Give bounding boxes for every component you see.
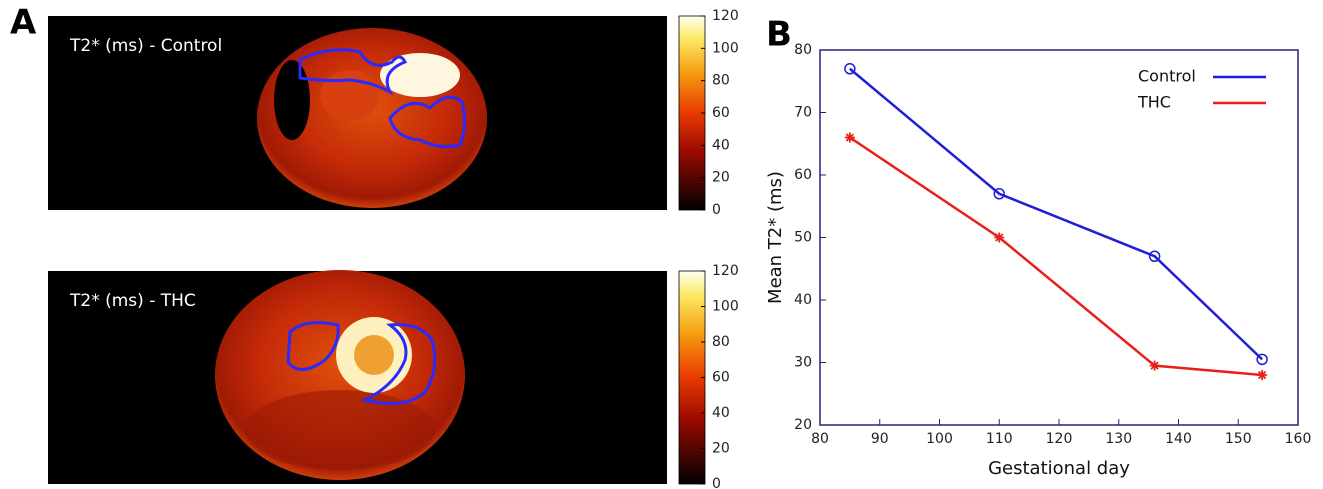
point (844, 132, 855, 143)
x-tick-label: 120 (1046, 431, 1073, 447)
y-tick-label: 30 (794, 355, 812, 371)
mri-image (48, 16, 667, 210)
y-tick-label: 50 (794, 230, 812, 246)
x-tick-label: 90 (871, 431, 889, 447)
series-line (849, 136, 1263, 377)
legend-label: THC (1137, 93, 1171, 112)
image-title: T2* (ms) - THC (69, 291, 196, 311)
colorbar-tick-label: 100 (712, 40, 739, 56)
y-tick-label: 20 (794, 417, 812, 433)
colorbar (678, 270, 706, 485)
point (994, 232, 1005, 243)
series-line (849, 67, 1264, 361)
colorbar-tick-label: 20 (712, 441, 730, 457)
colorbar-tick-label: 60 (712, 370, 730, 386)
x-tick-label: 160 (1285, 431, 1312, 447)
colorbar-tick-label: 0 (712, 476, 721, 489)
y-tick-label: 60 (794, 167, 812, 183)
y-tick-label: 70 (794, 105, 812, 121)
colorbar-tick-label: 80 (712, 334, 730, 350)
x-tick-label: 130 (1105, 431, 1132, 447)
point (1149, 360, 1160, 371)
point (1256, 353, 1268, 366)
mri-image (48, 270, 667, 484)
x-tick-label: 110 (986, 431, 1013, 447)
x-tick-label: 140 (1165, 431, 1192, 447)
colorbar-tick-label: 60 (712, 105, 730, 121)
x-tick-label: 80 (811, 431, 829, 447)
colorbar-tick-label: 100 (712, 299, 739, 315)
image-title: T2* (ms) - Control (69, 36, 222, 56)
colorbar-tick-label: 80 (712, 73, 730, 89)
colorbar-tick-label: 20 (712, 170, 730, 186)
x-axis-label: Gestational day (988, 458, 1130, 479)
point (844, 63, 856, 75)
legend-label: Control (1138, 67, 1196, 86)
x-tick-label: 100 (926, 431, 953, 447)
panel-label: A (10, 3, 37, 43)
colorbar-tick-label: 120 (712, 263, 739, 279)
colorbar-tick-label: 120 (712, 8, 739, 24)
plot-frame (819, 49, 1299, 426)
panel-label: B (766, 15, 792, 55)
colorbar-tick-label: 40 (712, 405, 730, 421)
point (1148, 250, 1161, 262)
point (993, 188, 1005, 200)
colorbar (678, 15, 706, 211)
point (1257, 370, 1268, 380)
x-tick-label: 150 (1225, 431, 1252, 447)
colorbar-tick-label: 0 (712, 202, 721, 218)
colorbar-tick-label: 40 (712, 137, 730, 153)
y-axis-label: Mean T2* (ms) (765, 171, 786, 304)
y-tick-label: 40 (794, 292, 812, 308)
y-tick-label: 80 (794, 42, 812, 58)
